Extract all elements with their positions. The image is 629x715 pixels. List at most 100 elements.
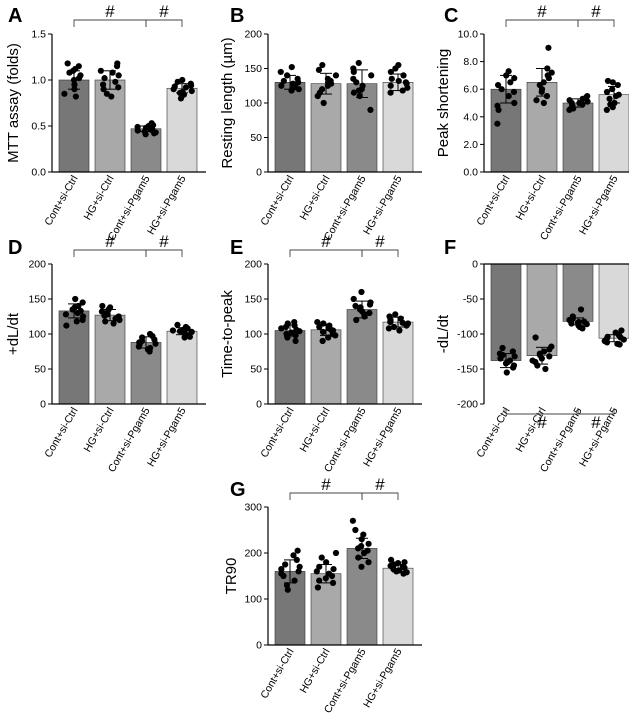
data-point (355, 87, 362, 94)
data-point (350, 68, 357, 76)
data-point (112, 78, 119, 85)
panel-label-d: D (8, 237, 22, 259)
data-point (356, 93, 363, 100)
data-point (282, 561, 289, 568)
data-point (63, 322, 70, 329)
y-tick-label: 200 (244, 29, 262, 41)
significance-mark: # (321, 232, 331, 251)
data-point (134, 127, 141, 134)
panel-a: A MTT assay (folds) 0.0 0.5 1.0 1.5 Cont+si-Ct… (5, 2, 206, 242)
data-point (116, 316, 123, 324)
data-point (355, 554, 362, 561)
data-point (367, 106, 374, 113)
data-point (495, 106, 502, 113)
data-point (115, 72, 122, 79)
bar-1 (274, 82, 306, 173)
y-axis-label: +dL/dt (5, 312, 22, 355)
y-tick-label: 1.5 (31, 29, 46, 41)
data-point (316, 577, 323, 584)
data-point (366, 309, 373, 317)
significance-bracket (289, 492, 363, 500)
y-tick-label: 100 (244, 594, 262, 606)
y-tick-label: 2.0 (463, 139, 478, 151)
data-point (319, 328, 327, 335)
data-point (393, 568, 400, 575)
bar-3 (130, 342, 162, 405)
x-category-label: HG+si-Ctrl (82, 174, 117, 223)
data-point (502, 360, 510, 367)
y-tick-label: 4.0 (463, 111, 478, 123)
bar-3 (562, 263, 594, 322)
data-point (328, 572, 336, 580)
data-point (387, 68, 395, 76)
y-tick-label: 50 (250, 132, 262, 144)
data-point (349, 517, 356, 524)
data-point (186, 333, 194, 340)
x-category-label: HG+si-Pgam5 (145, 405, 189, 468)
data-point (295, 86, 302, 93)
data-point (507, 79, 514, 86)
y-tick-label: 300 (244, 502, 262, 514)
panel-label-c: C (444, 5, 458, 27)
data-point (277, 68, 284, 76)
data-point (109, 69, 116, 76)
y-tick-label: 200 (28, 259, 46, 271)
y-tick-label: 50 (34, 364, 46, 376)
data-point (533, 97, 540, 104)
significance-mark: # (105, 2, 115, 21)
data-point (315, 66, 323, 73)
data-point (583, 321, 590, 328)
significance-mark: # (591, 413, 601, 432)
data-point (69, 306, 76, 313)
data-point (174, 321, 181, 328)
data-point (396, 327, 403, 334)
y-axis-label: Time-to-peak (219, 290, 236, 378)
data-point (603, 339, 611, 346)
data-point (365, 559, 372, 566)
x-category-label: HG+si-Pgam5 (577, 173, 621, 236)
data-point (325, 334, 332, 341)
y-tick-label: 150 (244, 63, 262, 75)
data-point (110, 320, 117, 327)
panel-label-e: E (230, 237, 243, 259)
data-point (324, 82, 331, 89)
data-point (392, 311, 399, 318)
data-point (387, 556, 395, 564)
data-point (540, 99, 547, 107)
data-point (511, 75, 518, 82)
significance-bracket (361, 492, 399, 500)
data-point (182, 84, 190, 91)
data-point (395, 77, 402, 85)
y-tick-label: 0 (256, 640, 262, 652)
data-point (320, 99, 327, 107)
data-point (352, 302, 359, 310)
data-point (278, 82, 285, 89)
y-tick-label: 0.5 (31, 121, 46, 133)
data-point (609, 86, 616, 93)
data-point (388, 75, 395, 82)
data-point (318, 554, 325, 561)
data-point (403, 322, 410, 329)
data-point (316, 323, 323, 331)
significance-mark: # (375, 232, 385, 251)
significance-mark: # (321, 475, 331, 494)
y-axis-label: -dL/dt (435, 314, 452, 353)
data-point (314, 319, 321, 326)
data-point (284, 72, 291, 79)
panel-b: B Resting length (µm) 0 50 100 150 200 Cont+si-… (219, 5, 422, 242)
significance-bracket (361, 249, 399, 257)
x-category-label: Cont+si-Ctrl (258, 174, 296, 228)
x-category-label: Cont+si-Ctrl (474, 174, 512, 228)
data-point (400, 570, 407, 577)
data-point (100, 86, 107, 93)
data-point (64, 60, 71, 67)
y-tick-label: 6.0 (463, 84, 478, 96)
data-point (329, 579, 337, 587)
data-point (503, 369, 510, 376)
data-point (499, 344, 506, 352)
bar-4 (382, 321, 414, 405)
x-category-label: HG+si-Ctrl (82, 406, 117, 455)
significance-bracket (73, 19, 147, 27)
